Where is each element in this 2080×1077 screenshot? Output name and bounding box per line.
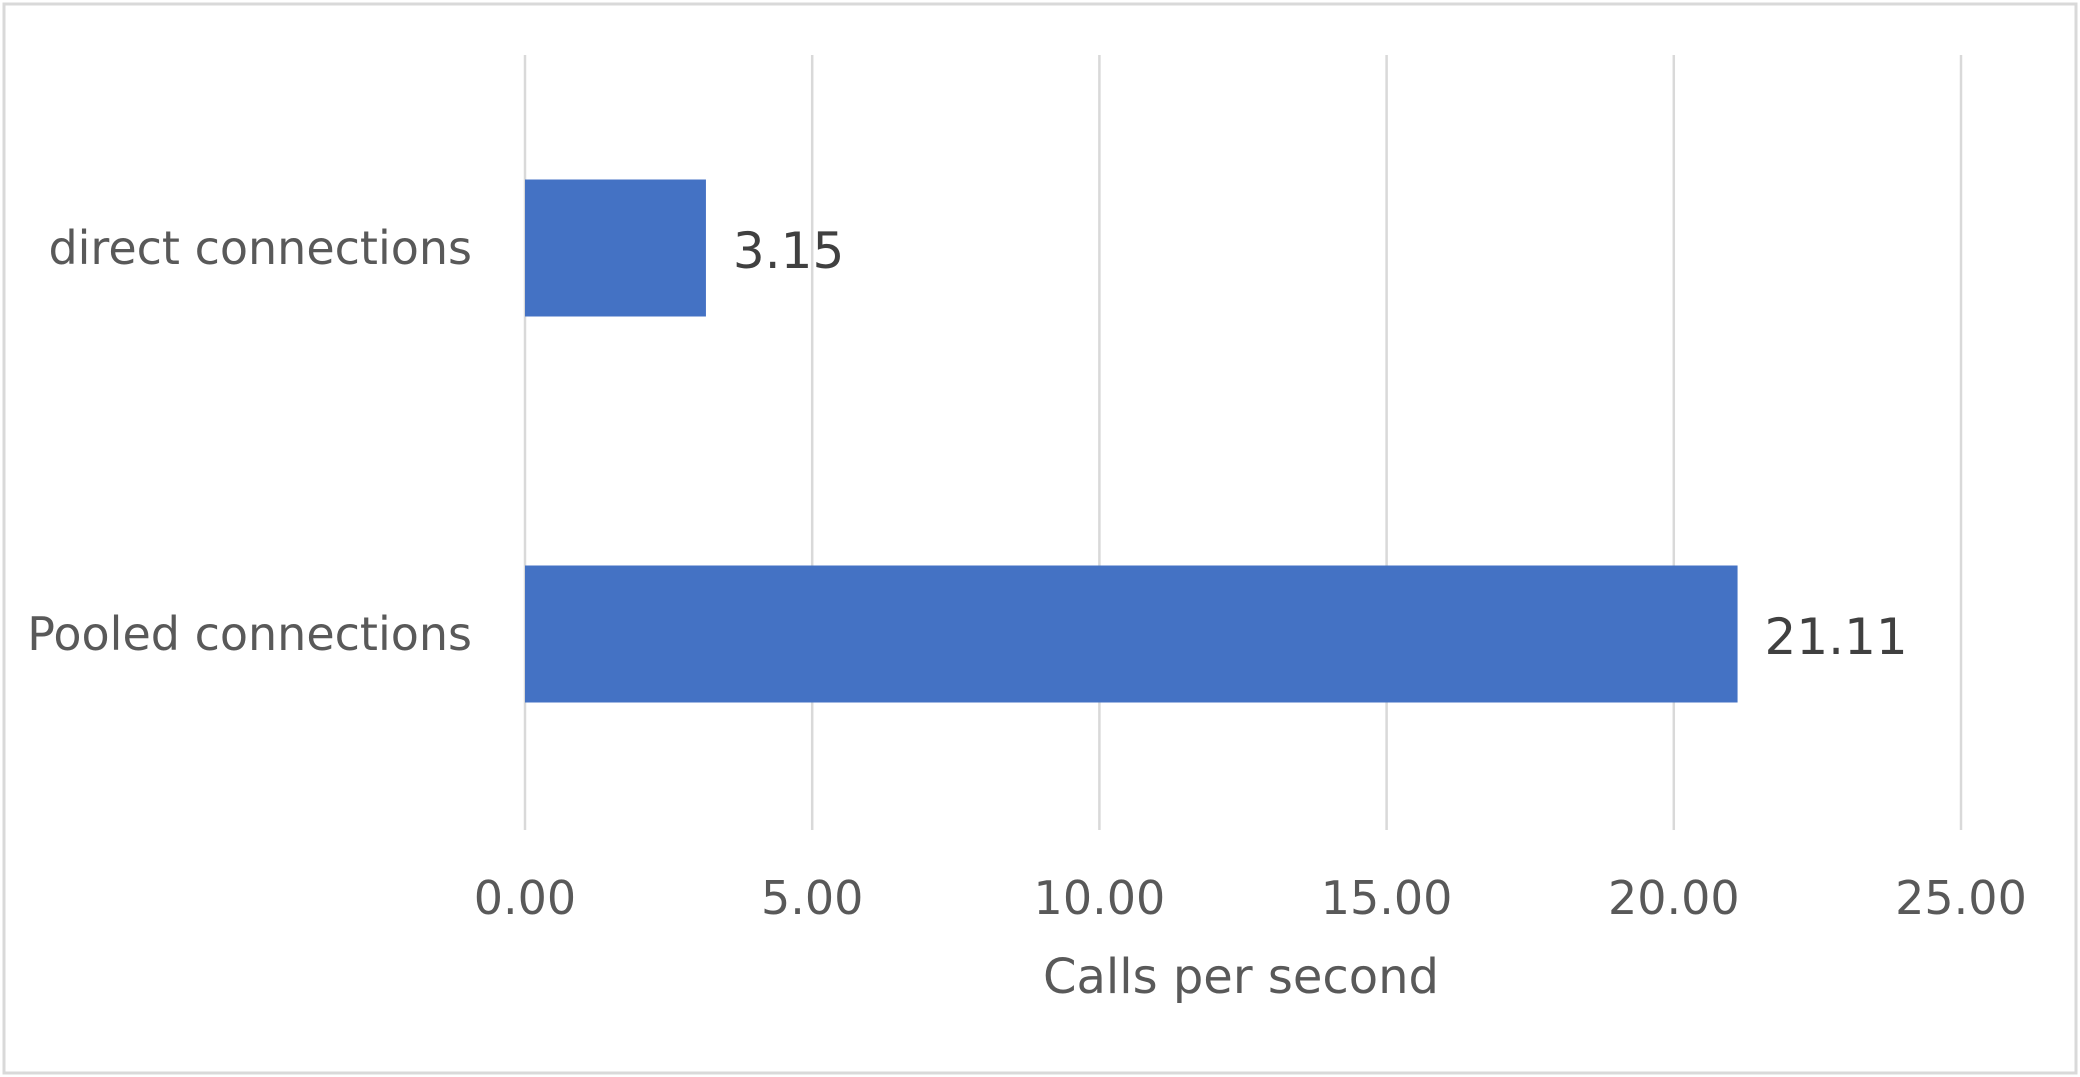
x-tick-labels: 0.00 5.00 10.00 15.00 20.00 25.00: [474, 871, 2027, 925]
x-tick-label: 5.00: [761, 871, 863, 925]
bars: [525, 179, 1738, 703]
x-tick-label: 15.00: [1321, 871, 1453, 925]
data-label: 3.15: [733, 222, 844, 280]
category-label: Pooled connections: [27, 607, 472, 661]
x-tick-label: 20.00: [1608, 871, 1740, 925]
bar: [525, 565, 1738, 703]
data-labels: 3.15 21.11: [733, 222, 1908, 666]
x-tick-label: 0.00: [474, 871, 576, 925]
data-label: 21.11: [1765, 608, 1908, 666]
category-label: direct connections: [48, 221, 472, 275]
x-tick-label: 25.00: [1895, 871, 2027, 925]
x-tick-label: 10.00: [1034, 871, 1166, 925]
x-axis-title: Calls per second: [1043, 949, 1439, 1005]
bar: [525, 179, 706, 317]
category-labels: direct connections Pooled connections: [27, 221, 472, 661]
